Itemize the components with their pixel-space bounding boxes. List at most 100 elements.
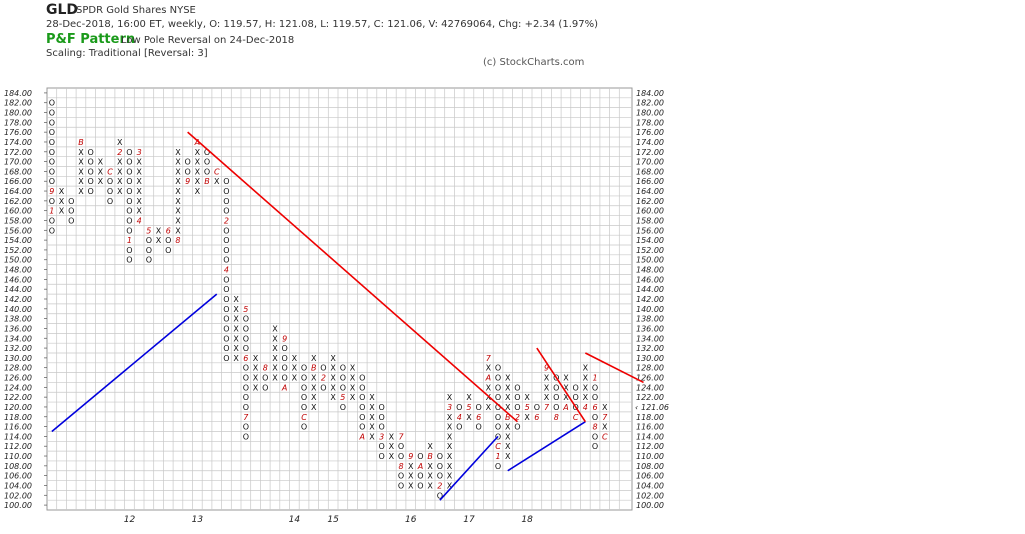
o-box: O bbox=[456, 403, 462, 412]
x-box: 3 bbox=[137, 148, 142, 157]
x-box: X bbox=[447, 481, 453, 490]
o-box: O bbox=[223, 275, 229, 284]
o-box: O bbox=[223, 334, 229, 343]
y-tick-label-right: 138.00 bbox=[636, 315, 664, 324]
x-box: X bbox=[427, 462, 433, 471]
o-box: O bbox=[243, 393, 249, 402]
y-tick-label-right: 142.00 bbox=[636, 295, 664, 304]
pattern-title: P&F Pattern bbox=[46, 32, 136, 47]
x-box: 4 bbox=[583, 403, 588, 412]
pattern-signal: Low Pole Reversal on 24-Dec-2018 bbox=[121, 35, 295, 46]
o-box: 4 bbox=[224, 266, 229, 275]
o-box: O bbox=[243, 403, 249, 412]
o-box: O bbox=[49, 167, 55, 176]
x-box: X bbox=[544, 383, 550, 392]
y-tick-label-left: 126.00 bbox=[4, 374, 32, 383]
o-box: 8 bbox=[593, 423, 598, 432]
y-tick-label-right: 150.00 bbox=[636, 256, 664, 265]
o-box: O bbox=[359, 413, 365, 422]
resistance-trend-line bbox=[536, 347, 587, 423]
o-box: O bbox=[185, 167, 191, 176]
y-tick-label-right: 156.00 bbox=[636, 226, 664, 235]
x-box: X bbox=[311, 403, 317, 412]
o-box: O bbox=[553, 383, 559, 392]
x-box: B bbox=[78, 138, 84, 147]
o-box: O bbox=[223, 256, 229, 265]
o-box: O bbox=[243, 383, 249, 392]
x-box: X bbox=[175, 187, 181, 196]
y-tick-label-left: 144.00 bbox=[4, 285, 32, 294]
x-box: X bbox=[447, 432, 453, 441]
y-tick-label-right: 166.00 bbox=[636, 177, 664, 186]
o-box: C bbox=[107, 167, 113, 176]
y-tick-label-left: 150.00 bbox=[4, 256, 32, 265]
y-tick-label-left: 142.00 bbox=[4, 295, 32, 304]
o-box: O bbox=[49, 109, 55, 118]
o-box: O bbox=[243, 423, 249, 432]
o-box: 6 bbox=[166, 226, 171, 235]
x-box: X bbox=[78, 187, 84, 196]
support-trend-line bbox=[439, 435, 499, 501]
x-tick-label: 15 bbox=[327, 515, 339, 525]
x-box: X bbox=[447, 452, 453, 461]
y-tick-label-left: 162.00 bbox=[4, 197, 32, 206]
o-box: O bbox=[573, 393, 579, 402]
o-box: O bbox=[88, 187, 94, 196]
o-box: O bbox=[204, 167, 210, 176]
x-box: X bbox=[583, 364, 589, 373]
y-tick-label-left: 124.00 bbox=[4, 383, 32, 392]
x-box: X bbox=[292, 364, 298, 373]
o-box: O bbox=[146, 246, 152, 255]
o-box: O bbox=[126, 158, 132, 167]
x-box: X bbox=[505, 383, 511, 392]
o-box: O bbox=[243, 315, 249, 324]
y-tick-label-left: 154.00 bbox=[4, 236, 32, 245]
o-box: O bbox=[223, 187, 229, 196]
o-box: O bbox=[262, 374, 268, 383]
x-box: X bbox=[408, 462, 414, 471]
x-box: X bbox=[350, 383, 356, 392]
x-box: X bbox=[369, 403, 375, 412]
o-box: A bbox=[359, 432, 365, 441]
y-tick-label-right: 164.00 bbox=[636, 187, 664, 196]
o-box: O bbox=[243, 374, 249, 383]
y-tick-label-left: 152.00 bbox=[4, 246, 32, 255]
x-box: X bbox=[466, 393, 472, 402]
o-box: O bbox=[379, 452, 385, 461]
o-box: O bbox=[126, 167, 132, 176]
y-tick-label-right: 154.00 bbox=[636, 236, 664, 245]
y-tick-label-left: 118.00 bbox=[4, 413, 32, 422]
o-box: O bbox=[301, 374, 307, 383]
support-trend-line bbox=[51, 293, 218, 433]
o-box: O bbox=[88, 148, 94, 157]
o-box: A bbox=[417, 462, 423, 471]
x-box: X bbox=[117, 167, 123, 176]
o-box: O bbox=[49, 99, 55, 108]
o-box: O bbox=[223, 305, 229, 314]
o-box: O bbox=[126, 187, 132, 196]
x-box: X bbox=[78, 148, 84, 157]
x-box: X bbox=[59, 207, 65, 216]
x-box: X bbox=[136, 158, 142, 167]
x-box: 3 bbox=[447, 403, 452, 412]
x-box: X bbox=[602, 403, 608, 412]
y-tick-label-right: 160.00 bbox=[636, 207, 664, 216]
x-box: X bbox=[233, 305, 239, 314]
x-box: X bbox=[350, 364, 356, 373]
x-box: X bbox=[156, 226, 162, 235]
o-box: O bbox=[243, 334, 249, 343]
o-box: O bbox=[359, 423, 365, 432]
x-box: X bbox=[233, 354, 239, 363]
x-box: X bbox=[117, 177, 123, 186]
trend-lines bbox=[51, 131, 644, 501]
o-box: O bbox=[282, 344, 288, 353]
x-box: X bbox=[330, 374, 336, 383]
o-box: O bbox=[437, 462, 443, 471]
x-box: X bbox=[505, 442, 511, 451]
x-box: X bbox=[486, 393, 492, 402]
y-tick-label-right: 136.00 bbox=[636, 324, 664, 333]
x-box: X bbox=[272, 324, 278, 333]
o-box: 4 bbox=[457, 413, 462, 422]
x-box: 7 bbox=[602, 413, 608, 422]
o-box: 8 bbox=[554, 413, 559, 422]
